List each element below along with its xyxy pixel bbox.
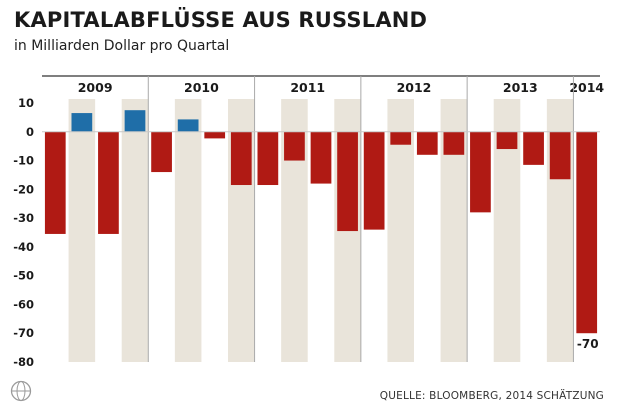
y-tick-label: 10 <box>18 96 34 110</box>
year-label: 2011 <box>290 80 325 95</box>
y-tick-label: -50 <box>13 269 34 283</box>
bar <box>523 131 544 165</box>
bar <box>257 131 279 186</box>
bar <box>177 119 199 132</box>
bar <box>204 131 226 139</box>
bar <box>549 131 571 180</box>
bar <box>337 131 358 232</box>
y-tick-label: -70 <box>13 326 34 340</box>
y-tick-label: -40 <box>13 240 34 254</box>
quarter-band <box>174 99 202 362</box>
year-label: 2012 <box>397 80 432 95</box>
bar <box>496 131 518 150</box>
y-tick-label: -10 <box>13 154 34 168</box>
bar <box>363 131 385 230</box>
y-tick-label: -80 <box>13 355 34 369</box>
y-tick-label: -30 <box>13 211 34 225</box>
bar <box>576 131 598 334</box>
bar <box>390 131 412 145</box>
year-label: 2014 <box>569 80 604 95</box>
bar <box>98 131 119 234</box>
y-tick-label: -20 <box>13 182 34 196</box>
bar <box>124 110 146 132</box>
bar <box>44 131 66 234</box>
globe-logo-icon <box>10 380 32 402</box>
source-note: QUELLE: BLOOMBERG, 2014 SCHÄTZUNG <box>379 390 604 402</box>
chart-title: KAPITALABFLÜSSE AUS RUSSLAND <box>14 8 428 32</box>
bar <box>230 131 252 186</box>
data-label-background <box>574 335 601 353</box>
y-tick-label: 0 <box>26 125 34 139</box>
bar <box>443 131 465 155</box>
quarter-band <box>121 99 149 362</box>
year-label: 2010 <box>184 80 219 95</box>
year-label: 2009 <box>78 80 113 95</box>
chart-subtitle: in Milliarden Dollar pro Quartal <box>14 38 230 54</box>
bar <box>470 131 491 213</box>
quarter-band <box>68 99 96 362</box>
bar <box>151 131 172 173</box>
year-label: 2013 <box>503 80 538 95</box>
y-tick-label: -60 <box>13 297 34 311</box>
data-label: -70 <box>577 337 599 351</box>
bar <box>416 131 438 155</box>
bar <box>71 113 93 132</box>
bar <box>310 131 332 184</box>
bar <box>284 131 305 161</box>
